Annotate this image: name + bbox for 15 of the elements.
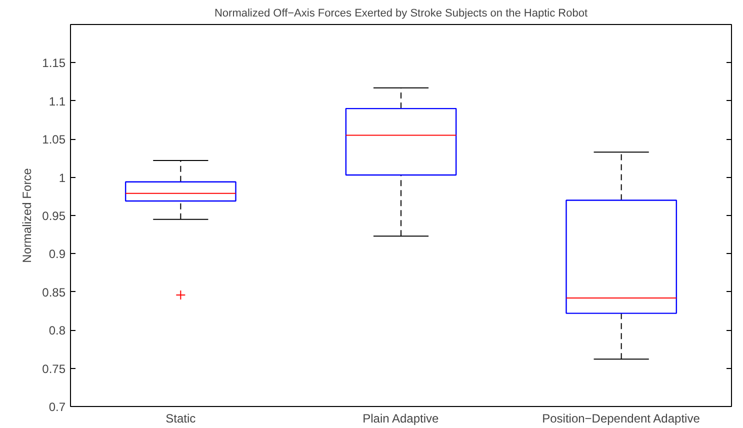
y-tick-label: 0.8 (48, 324, 66, 338)
y-tick-label: 1.15 (42, 56, 66, 70)
x-tick-label: Position−Dependent Adaptive (542, 412, 700, 426)
x-tick-label: Static (166, 412, 196, 426)
y-tick-label: 1.1 (48, 94, 66, 108)
y-tick-label: 0.7 (48, 400, 66, 414)
y-axis-title: Normalized Force (20, 168, 34, 263)
chart-title: Normalized Off−Axis Forces Exerted by Stroke Subjects on the Haptic Robot (214, 8, 588, 20)
y-tick-label: 0.9 (48, 247, 66, 262)
y-tick-label: 1 (58, 170, 66, 185)
y-tick-label: 0.85 (42, 285, 66, 300)
y-tick-label: 0.95 (42, 209, 66, 223)
y-tick-label: 1.05 (42, 132, 66, 147)
y-tick-label: 0.75 (42, 362, 66, 376)
x-tick-label: Plain Adaptive (362, 412, 440, 426)
